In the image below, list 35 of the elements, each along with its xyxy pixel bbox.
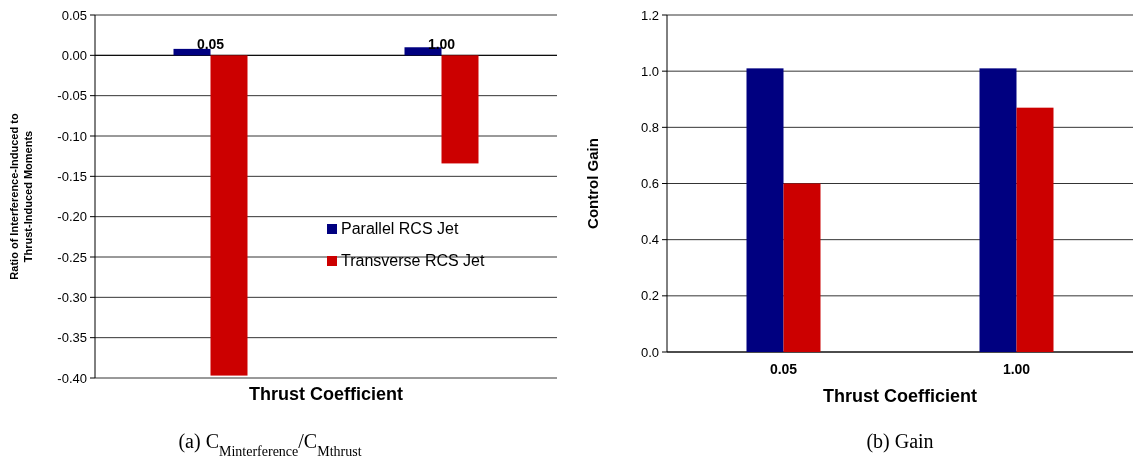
bar — [404, 47, 442, 56]
y-tick-label: -0.05 — [57, 88, 87, 104]
y-tick-label: -0.25 — [57, 249, 87, 265]
y-tick-label: -0.35 — [57, 330, 87, 346]
y-tick-label: 0.4 — [640, 232, 659, 248]
y-tick-label: 0.0 — [640, 344, 659, 360]
legend-label: Parallel RCS Jet — [341, 220, 459, 237]
bar — [746, 68, 784, 352]
bar — [1016, 107, 1054, 352]
y-tick-label: 0.00 — [61, 47, 87, 63]
text: (a) C$_{Minterference}$/C$_{Mthrust}$ — [178, 430, 362, 459]
y-tick-label: -0.20 — [57, 209, 87, 225]
bar — [979, 68, 1017, 352]
y-axis-title: Control Gain — [584, 138, 601, 229]
bar — [783, 183, 821, 352]
x-tick-label: 1.00 — [427, 36, 456, 53]
y-tick-label: -0.10 — [57, 128, 87, 144]
y-tick-label: -0.40 — [57, 370, 87, 386]
x-axis-title: Thrust Coefficient — [822, 386, 978, 406]
y-tick-label: 0.8 — [640, 119, 659, 135]
bar — [210, 55, 248, 376]
text: (b) Gain — [866, 430, 934, 453]
y-tick-label: 0.05 — [61, 7, 87, 23]
y-tick-label: 0.2 — [640, 288, 659, 304]
y-tick-label: -0.15 — [57, 168, 87, 184]
x-axis-title: Thrust Coefficient — [248, 384, 404, 404]
bar — [173, 48, 211, 56]
bar — [441, 55, 479, 164]
y-tick-label: 1.0 — [640, 63, 659, 79]
y-axis-title: Ratio of Interference-Induced to Thrust-Induced Moments — [8, 113, 34, 280]
y-tick-label: 0.6 — [640, 176, 659, 192]
y-tick-label: -0.30 — [57, 289, 87, 305]
x-tick-label: 1.00 — [1002, 361, 1031, 377]
y-tick-label: 1.2 — [640, 7, 659, 23]
legend-label: Transverse RCS Jet — [341, 252, 485, 269]
